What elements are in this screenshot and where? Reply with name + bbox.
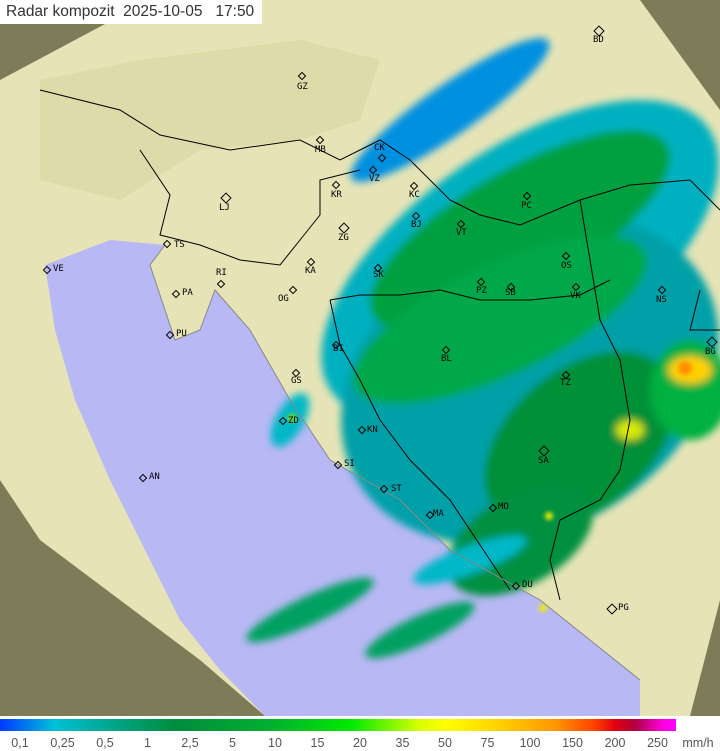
sea — [45, 240, 640, 716]
city-label: PU — [176, 329, 187, 339]
legend-tick-label: 200 — [604, 736, 626, 750]
city-label: KR — [331, 190, 342, 200]
legend-tick-label: 15 — [310, 736, 325, 750]
city-label: ST — [391, 484, 402, 494]
legend-unit: mm/h — [682, 736, 714, 750]
city-label: SI — [344, 459, 355, 469]
city-label: CK — [374, 143, 385, 153]
legend-tick-label: 0,25 — [50, 736, 75, 750]
city-label: TZ — [560, 378, 571, 388]
city-label: KA — [305, 266, 316, 276]
city-label: NS — [656, 295, 667, 305]
city-label: BG — [705, 347, 716, 357]
city-label: PZ — [476, 286, 487, 296]
city-label: MA — [433, 509, 444, 519]
city-label: SB — [505, 288, 516, 298]
legend-tick-label: 10 — [268, 736, 282, 750]
legend-tick-label: 1 — [144, 736, 151, 750]
city-label: GS — [291, 376, 302, 386]
city-label: ZD — [288, 416, 299, 426]
city-label: PC — [521, 201, 532, 211]
legend-tick-label: 0,1 — [11, 736, 29, 750]
city-label: VE — [53, 264, 64, 274]
title-text: Radar kompozit — [6, 3, 115, 20]
legend-tick-label: 75 — [480, 736, 495, 750]
city-label: TS — [174, 240, 185, 250]
legend-tick-label: 20 — [353, 736, 367, 750]
city-label: SA — [538, 456, 549, 466]
legend-tick-label: 150 — [562, 736, 583, 750]
city-label: BI — [333, 344, 344, 354]
city-label: ZG — [338, 233, 349, 243]
city-label: KC — [409, 190, 420, 200]
legend-tick-label: 100 — [519, 736, 541, 750]
city-label: LJ — [219, 203, 230, 213]
city-label: VT — [456, 228, 467, 238]
legend-color-scale — [0, 719, 676, 731]
city-label: PG — [618, 603, 629, 613]
city-label: MO — [498, 502, 509, 512]
city-label: RI — [216, 268, 227, 278]
legend: 0,1 0,25 0,5 1 2,5 5 10 15 20 35 50 75 100 150 200 250 … — [0, 716, 720, 751]
hills — [40, 40, 380, 200]
rain-echoes — [246, 38, 720, 659]
city-label: SK — [373, 270, 384, 280]
legend-tick-label: 2,5 — [181, 736, 199, 750]
city-label: OG — [278, 294, 289, 304]
legend-tick-label: 250 — [647, 736, 668, 750]
city-label: OS — [561, 261, 572, 271]
city-label: BL — [441, 354, 452, 364]
borders — [39, 89, 720, 601]
city-label: GZ — [297, 82, 308, 92]
legend-tick-label: 35 — [395, 736, 410, 750]
map-layers — [0, 0, 720, 716]
city-label: BD — [593, 35, 604, 45]
city-label: VZ — [369, 174, 380, 184]
map-title: Radar kompozit 2025-10-05 17:50 — [0, 0, 263, 24]
legend-tick-label: 0,5 — [96, 736, 114, 750]
coastline — [149, 244, 641, 681]
city-label: DU — [522, 580, 533, 590]
radar-map[interactable]: Radar kompozit 2025-10-05 17:50 GZ MB CK VZ… — [0, 0, 720, 716]
city-label: AN — [149, 472, 160, 482]
city-label: PA — [182, 288, 193, 298]
city-label: MB — [315, 145, 326, 155]
title-date: 2025-10-05 — [123, 3, 203, 20]
heavy-echoes — [288, 361, 692, 612]
legend-tick-label: 5 — [229, 736, 236, 750]
city-label: VK — [570, 291, 581, 301]
city-label: BJ — [411, 220, 422, 230]
title-time: 17:50 — [215, 3, 255, 20]
legend-tick-label: 50 — [438, 736, 452, 750]
city-label: KN — [367, 425, 378, 435]
